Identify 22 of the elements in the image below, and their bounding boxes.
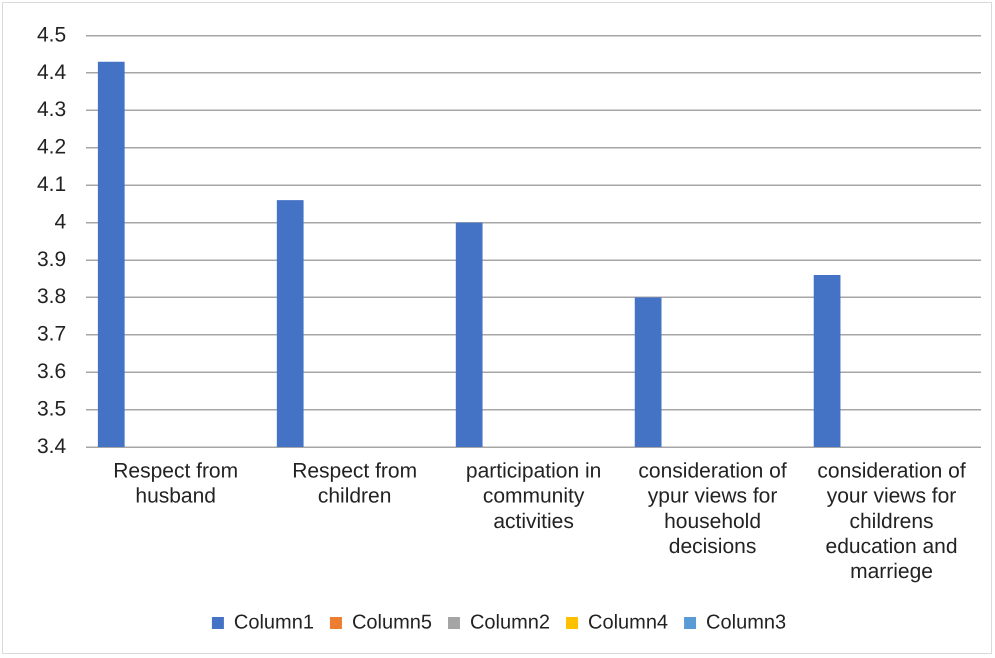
y-tick-label: 4.1 xyxy=(36,172,66,196)
legend-label: Column1 xyxy=(234,612,314,634)
y-tick-label: 3.7 xyxy=(36,322,66,346)
y-tick-label: 4.5 xyxy=(36,23,66,46)
x-tick-label: Respect from children xyxy=(292,459,418,508)
y-tick-label: 3.5 xyxy=(36,397,66,420)
y-tick-label: 4.2 xyxy=(36,136,66,159)
x-tick-label: consideration of ypur views for household decisions xyxy=(638,459,787,558)
y-tick-label: 4.4 xyxy=(36,60,67,84)
legend-label: Column5 xyxy=(352,612,432,634)
y-tick-label: 3.6 xyxy=(36,360,66,383)
y-tick-label: 3.8 xyxy=(36,285,66,308)
y-tick-label: 3.4 xyxy=(36,434,67,458)
y-tick-label: 4.3 xyxy=(36,98,66,122)
x-tick-label: participation in community activities xyxy=(466,459,602,533)
y-tick-label: 4 xyxy=(54,210,67,234)
legend-label: Column2 xyxy=(470,612,550,634)
legend-label: Column3 xyxy=(706,612,786,634)
x-tick-label: Respect from husband xyxy=(113,459,238,508)
x-tick-label: consideration of your views for childrens education and marriege xyxy=(817,459,966,584)
legend-label: Column4 xyxy=(588,612,668,634)
y-tick-label: 3.9 xyxy=(36,248,66,271)
